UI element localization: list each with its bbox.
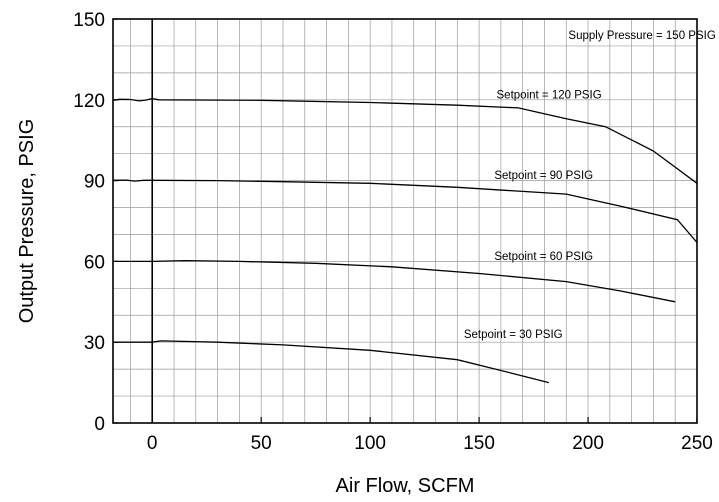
- x-tick-label: 150: [463, 433, 495, 454]
- setpoint-30-label: Setpoint = 30 PSIG: [464, 329, 563, 341]
- y-tick-label: 150: [73, 10, 105, 31]
- y-tick-label: 60: [84, 252, 105, 273]
- setpoint-30-line: [113, 340, 549, 384]
- supply-pressure-label: Supply Pressure = 150 PSIG: [568, 30, 715, 42]
- setpoint-90-label: Setpoint = 90 PSIG: [494, 170, 593, 182]
- y-tick-label: 0: [94, 414, 105, 435]
- y-tick-label: 30: [84, 333, 105, 354]
- setpoint-90-line: [112, 179, 698, 243]
- setpoint-60-line: [113, 259, 676, 303]
- x-tick-label: 50: [251, 433, 272, 454]
- ticks-group: 0 50 100 150 200 250 0 30 60 90 120 150: [73, 10, 713, 454]
- plot-frame: [112, 18, 698, 424]
- x-tick-label: 250: [681, 433, 713, 454]
- y-tick-label: 90: [84, 172, 105, 193]
- x-tick-label: 200: [572, 433, 604, 454]
- series-group: [112, 97, 698, 384]
- setpoint-120-label: Setpoint = 120 PSIG: [497, 89, 602, 101]
- grid: [113, 19, 697, 423]
- setpoint-60-label: Setpoint = 60 PSIG: [494, 251, 593, 263]
- x-tick-label: 0: [147, 433, 158, 454]
- x-tick-label: 100: [354, 433, 386, 454]
- y-axis-title: Output Pressure, PSIG: [16, 119, 38, 324]
- x-axis-title: Air Flow, SCFM: [336, 475, 475, 497]
- y-tick-label: 120: [73, 91, 105, 112]
- setpoint-120-line: [112, 97, 698, 184]
- annotations-group: Supply Pressure = 150 PSIG Setpoint = 120…: [464, 30, 716, 341]
